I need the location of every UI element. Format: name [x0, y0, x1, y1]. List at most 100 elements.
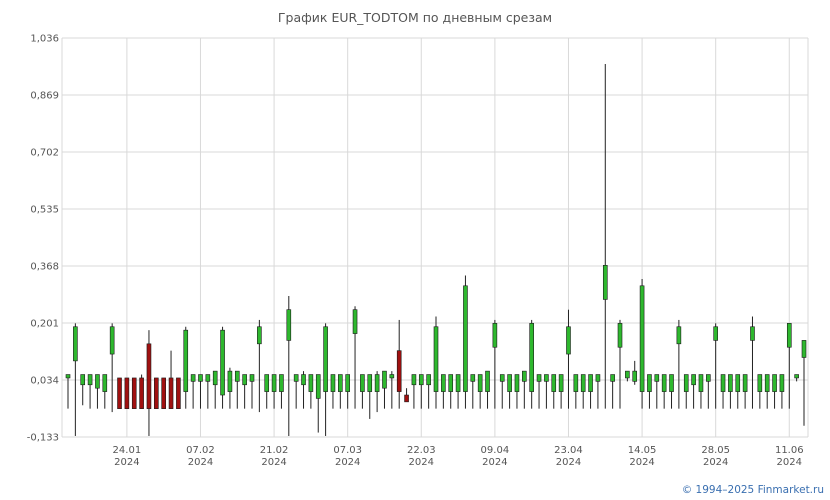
candle-up [573, 374, 579, 409]
candle-up [801, 340, 807, 426]
candle-up [706, 374, 711, 409]
candle-body [205, 374, 211, 382]
candle-up [507, 374, 512, 409]
candle-up [234, 370, 240, 409]
candle-body [580, 374, 586, 392]
candle-body [234, 370, 240, 382]
candle-up [750, 316, 755, 409]
candle-up [374, 371, 380, 413]
candle-down [139, 374, 144, 409]
candle-body [654, 374, 660, 382]
x-tick-label-year: 2024 [409, 457, 434, 468]
candle-body [271, 374, 277, 392]
x-tick-label-date: 07.02 [186, 445, 215, 456]
candle-up [683, 374, 689, 409]
candle-up [242, 374, 247, 409]
candle-body [176, 377, 181, 409]
candle-down [176, 377, 181, 409]
candle-up [102, 374, 108, 409]
candle-body [772, 374, 777, 392]
candle-up [632, 360, 638, 385]
candle-up [455, 374, 461, 409]
candle-up [463, 275, 468, 409]
candle-up [441, 374, 446, 409]
candle-up [315, 374, 321, 433]
candle-up [713, 323, 718, 409]
candle-body [279, 374, 284, 392]
candle-down [396, 319, 402, 409]
candle-up [293, 374, 299, 409]
candle-up [720, 374, 726, 409]
candle-body [544, 374, 549, 382]
candle-up [610, 374, 615, 409]
candle-up [499, 374, 505, 409]
x-tick-label-year: 2024 [114, 457, 139, 468]
candle-up [786, 323, 792, 409]
candle-body [683, 374, 689, 392]
candle-up [382, 370, 387, 409]
candle-up [433, 316, 439, 409]
candle-down [131, 377, 137, 409]
x-tick-label-date: 28.05 [701, 445, 730, 456]
candle-body [418, 374, 424, 386]
candle-up [470, 374, 476, 409]
x-axis: 24.01202407.02202421.02202407.03202422.0… [113, 445, 804, 468]
candle-body [154, 377, 159, 409]
candle-up [779, 374, 785, 409]
candle-body [558, 374, 564, 392]
candle-body [404, 394, 409, 403]
candle-up [492, 319, 498, 409]
candle-body [367, 374, 373, 392]
candle-body [293, 374, 299, 382]
copyright-link[interactable]: © 1994–2025 Finmarket.ru [681, 484, 824, 496]
y-tick-label: 0,034 [30, 376, 59, 387]
candle-body [117, 377, 122, 409]
candle-up [352, 306, 358, 409]
candle-body [470, 374, 476, 382]
candle-up [389, 371, 395, 409]
candle-body [249, 374, 255, 382]
candle-up [698, 374, 704, 409]
candle-up [691, 374, 696, 409]
candle-body [632, 370, 638, 382]
candle-body [323, 326, 328, 392]
candle-up [735, 374, 741, 409]
candle-up [529, 319, 534, 409]
candle-up [212, 370, 218, 409]
candle-up [418, 374, 424, 409]
candle-up [588, 374, 593, 409]
candle-body [109, 326, 115, 355]
candle-body [514, 374, 520, 392]
y-tick-label: 0,702 [30, 148, 59, 159]
candle-up [95, 374, 100, 409]
candle-body [551, 374, 557, 392]
candle-up [205, 374, 211, 409]
candle-up [522, 370, 527, 409]
candle-body [779, 374, 785, 392]
candle-body [286, 309, 292, 341]
candle-body [124, 377, 130, 409]
x-tick-label-year: 2024 [335, 457, 360, 468]
candle-up [73, 323, 78, 436]
candle-body [676, 326, 682, 345]
candle-body [492, 323, 498, 348]
x-tick-label-year: 2024 [777, 457, 802, 468]
candle-body [374, 374, 380, 392]
candle-body [639, 285, 645, 392]
candle-body [183, 329, 189, 392]
candle-up [257, 319, 262, 413]
candle-up [279, 374, 284, 409]
candle-up [183, 326, 189, 409]
candle-body [308, 374, 314, 392]
candle-up [367, 374, 373, 419]
x-tick-label-year: 2024 [703, 457, 728, 468]
candle-up [661, 374, 667, 409]
candle-body [764, 374, 770, 392]
candle-down [146, 330, 152, 436]
candle-up [109, 323, 115, 413]
candle-body [757, 374, 763, 392]
candle-down [161, 377, 166, 409]
x-tick-label-date: 07.03 [333, 445, 362, 456]
candle-body [647, 374, 652, 392]
x-tick-label-date: 11.06 [775, 445, 804, 456]
